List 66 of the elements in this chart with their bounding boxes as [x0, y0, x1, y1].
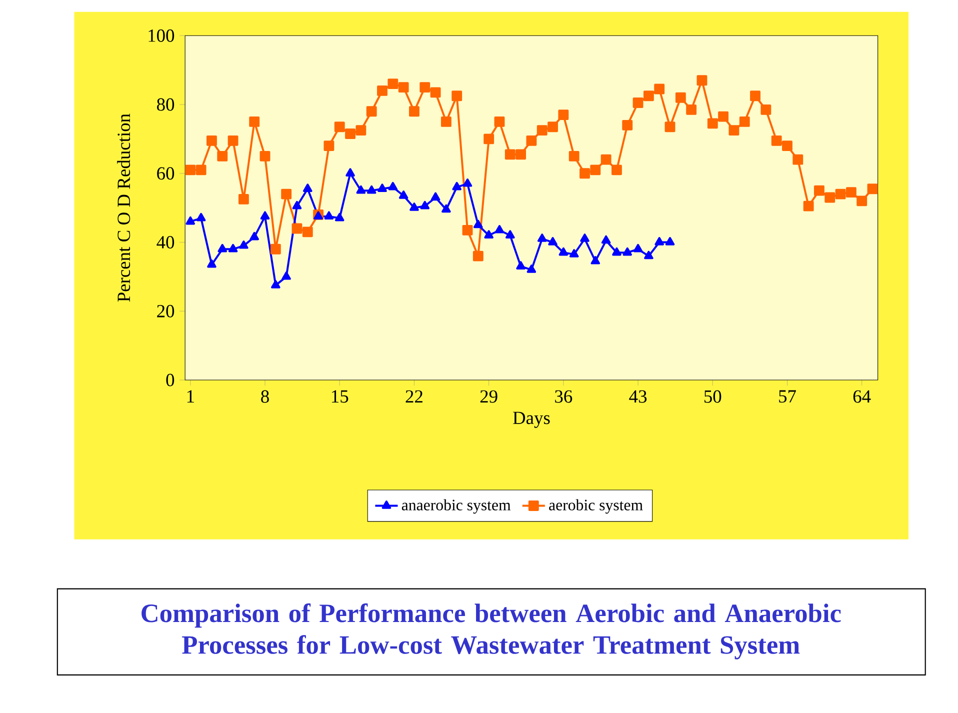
point	[505, 230, 515, 239]
point	[484, 230, 494, 239]
point	[260, 211, 270, 220]
point	[228, 244, 238, 252]
point	[601, 236, 611, 244]
point	[186, 216, 196, 225]
x-tick-label: 43	[629, 390, 647, 403]
x-tick-label: 22	[406, 390, 422, 403]
point	[665, 237, 675, 246]
point	[366, 186, 376, 194]
y-axis-title: Percent C O D Reduction	[117, 114, 130, 302]
point	[654, 237, 664, 246]
point	[612, 248, 622, 256]
point	[334, 213, 344, 222]
point	[239, 240, 248, 250]
point	[196, 213, 206, 222]
point	[388, 182, 398, 190]
x-tick-label: 64	[853, 390, 871, 403]
y-tick-label: 40	[156, 236, 174, 249]
point	[548, 237, 558, 246]
x-tick-label: 36	[555, 390, 572, 403]
text: Comparison of Performance between Aerobic and Anaerobic Processes for Low-cost Wastewater Treatment System	[142, 604, 841, 660]
x-axis-title: Days	[513, 412, 550, 428]
point	[633, 244, 643, 252]
point	[346, 168, 355, 177]
point	[569, 249, 579, 258]
point	[516, 261, 526, 270]
y-tick-label: 60	[157, 167, 174, 180]
y-tick-label: 20	[157, 305, 174, 318]
point	[580, 234, 590, 242]
y-tick-label: 0	[166, 374, 174, 386]
legend-label: aerobic system	[549, 499, 643, 514]
point	[537, 234, 547, 242]
point	[644, 251, 654, 260]
point	[442, 204, 451, 213]
point	[494, 225, 504, 234]
point	[398, 190, 408, 200]
point	[410, 202, 419, 212]
point	[590, 256, 600, 265]
point	[302, 184, 312, 192]
point	[356, 186, 366, 194]
x-tick-label: 15	[332, 390, 348, 403]
point	[324, 211, 334, 220]
point	[452, 182, 462, 190]
point	[474, 220, 483, 228]
x-tick-label: 50	[704, 390, 722, 404]
point	[430, 192, 440, 201]
point	[218, 244, 228, 252]
point	[378, 184, 387, 192]
x-tick-label: 8	[261, 390, 269, 404]
legend-label: anaerobic system	[402, 499, 511, 514]
point	[420, 201, 430, 210]
x-tick-label: 29	[480, 390, 498, 403]
y-tick-label: 80	[157, 98, 174, 111]
point	[250, 232, 259, 240]
y-tick-label: 100	[148, 30, 174, 42]
point	[622, 248, 632, 256]
point	[282, 272, 291, 280]
point	[207, 260, 216, 268]
x-tick-label: 1	[187, 390, 194, 403]
point	[462, 178, 472, 188]
point	[292, 201, 302, 210]
x-tick-label: 57	[779, 390, 796, 403]
point	[271, 280, 280, 289]
point	[558, 248, 568, 256]
point	[526, 264, 536, 274]
